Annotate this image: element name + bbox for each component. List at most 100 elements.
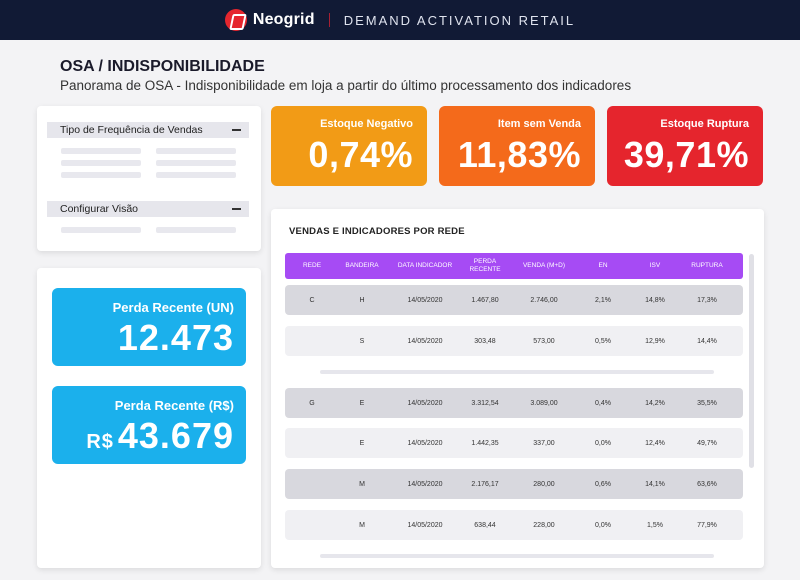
table-row[interactable]: S 14/05/2020 303,48 573,00 0,5% 12,9% 14… <box>285 326 743 356</box>
cell-venda: 573,00 <box>533 337 555 345</box>
cell-venda: 280,00 <box>533 480 555 488</box>
table-header: REDE BANDEIRA DATA INDICADOR PERDA RECEN… <box>285 253 743 279</box>
cell-isv: 14,2% <box>645 399 665 407</box>
cell-data: 14/05/2020 <box>407 399 443 407</box>
placeholder-line <box>156 148 236 154</box>
cell-bandeira: E <box>359 439 365 447</box>
brand-logo[interactable]: Neogrid <box>224 9 315 31</box>
placeholder-line <box>156 172 236 178</box>
app-title: DEMAND ACTIVATION RETAIL <box>343 12 576 28</box>
column-header[interactable]: VENDA (M+D) <box>522 262 566 269</box>
neogrid-logo-icon <box>224 9 247 31</box>
collapse-icon[interactable] <box>232 208 241 210</box>
perda-un-value: 12.473 <box>117 317 234 358</box>
cell-ruptura: 49,7% <box>697 439 717 447</box>
table-row[interactable]: C H 14/05/2020 1.467,80 2.746,00 2,1% 14… <box>285 285 743 315</box>
table-title: VENDAS E INDICADORES POR REDE <box>289 226 465 237</box>
kpi-value: 39,71% <box>623 134 749 175</box>
cell-ruptura: 63,6% <box>697 480 717 488</box>
placeholder-line <box>61 172 141 178</box>
cell-ruptura: 14,4% <box>697 337 717 345</box>
cell-en: 0,0% <box>595 439 611 447</box>
cell-bandeira: E <box>359 399 365 407</box>
cell-perda: 3.312,54 <box>471 399 499 407</box>
frequency-filter-label: Tipo de Frequência de Vendas <box>60 124 203 136</box>
cell-perda: 303,48 <box>474 337 496 345</box>
cell-en: 0,4% <box>595 399 611 407</box>
cell-rede <box>295 510 329 540</box>
currency-prefix: R$ <box>86 431 114 453</box>
table-row[interactable]: M 14/05/2020 638,44 228,00 0,0% 1,5% 77,… <box>285 510 743 540</box>
view-config-header[interactable]: Configurar Visão <box>47 201 249 217</box>
placeholder-line <box>61 227 141 233</box>
cell-ruptura: 17,3% <box>697 296 717 304</box>
table-row[interactable]: G E 14/05/2020 3.312,54 3.089,00 0,4% 14… <box>285 388 743 418</box>
cell-rede <box>295 469 329 499</box>
perda-rs-value: 43.679 <box>117 415 234 456</box>
cell-en: 0,6% <box>595 480 611 488</box>
cell-bandeira: M <box>359 521 365 529</box>
perda-rs-label: Perda Recente (R$) <box>114 398 234 413</box>
cell-venda: 3.089,00 <box>530 399 558 407</box>
placeholder-line <box>156 160 236 166</box>
column-header[interactable]: REDE <box>302 262 322 269</box>
column-header[interactable]: EN <box>598 262 608 269</box>
cell-bandeira: M <box>359 480 365 488</box>
cell-rede: C <box>309 296 315 304</box>
cell-bandeira: H <box>359 296 365 304</box>
column-header[interactable]: BANDEIRA <box>345 262 379 269</box>
cell-rede <box>295 326 329 356</box>
column-header[interactable]: ISV <box>649 262 661 269</box>
group-separator <box>320 370 714 374</box>
kpi-label: Estoque Ruptura <box>660 118 749 130</box>
cell-data: 14/05/2020 <box>407 296 443 304</box>
column-header[interactable]: PERDA RECENTE <box>469 258 501 273</box>
cell-bandeira: S <box>359 337 365 345</box>
placeholder-line <box>61 160 141 166</box>
perda-recente-rs-card: Perda Recente (R$) R$ 43.679 <box>52 386 246 464</box>
cell-isv: 1,5% <box>647 521 663 529</box>
cell-venda: 228,00 <box>533 521 555 529</box>
cell-data: 14/05/2020 <box>407 337 443 345</box>
cell-en: 2,1% <box>595 296 611 304</box>
kpi-value: 0,74% <box>308 134 413 175</box>
kpi-estoque-negativo: Estoque Negativo 0,74% <box>271 106 427 186</box>
table-row[interactable]: M 14/05/2020 2.176,17 280,00 0,6% 14,1% … <box>285 469 743 499</box>
filter-panel: Tipo de Frequência de Vendas Configurar … <box>37 106 261 251</box>
cell-rede: G <box>309 399 315 407</box>
cell-perda: 1.442,35 <box>471 439 499 447</box>
page-title: OSA / INDISPONIBILIDADE <box>60 58 265 75</box>
column-header[interactable]: DATA INDICADOR <box>397 262 453 269</box>
kpi-label: Item sem Venda <box>497 118 581 130</box>
top-bar: Neogrid DEMAND ACTIVATION RETAIL <box>0 0 800 40</box>
cell-data: 14/05/2020 <box>407 521 443 529</box>
page-subtitle: Panorama de OSA - Indisponibilidade em l… <box>60 78 632 93</box>
cell-venda: 2.746,00 <box>530 296 558 304</box>
cell-data: 14/05/2020 <box>407 480 443 488</box>
kpi-item-sem-venda: Item sem Venda 11,83% <box>439 106 595 186</box>
cell-isv: 12,4% <box>645 439 665 447</box>
perda-recente-un-card: Perda Recente (UN) 12.473 <box>52 288 246 366</box>
cell-venda: 337,00 <box>533 439 555 447</box>
collapse-icon[interactable] <box>232 129 241 131</box>
cell-isv: 14,8% <box>645 296 665 304</box>
cell-en: 0,5% <box>595 337 611 345</box>
cell-isv: 12,9% <box>645 337 665 345</box>
cell-data: 14/05/2020 <box>407 439 443 447</box>
table-row[interactable]: E 14/05/2020 1.442,35 337,00 0,0% 12,4% … <box>285 428 743 458</box>
kpi-label: Estoque Negativo <box>320 118 413 130</box>
cell-isv: 14,1% <box>645 480 665 488</box>
cell-ruptura: 35,5% <box>697 399 717 407</box>
cell-rede <box>295 428 329 458</box>
column-header[interactable]: RUPTURA <box>691 262 723 269</box>
kpi-value: 11,83% <box>457 134 581 175</box>
header-divider <box>328 13 330 27</box>
placeholder-line <box>156 227 236 233</box>
group-separator <box>320 554 714 558</box>
cell-perda: 2.176,17 <box>471 480 499 488</box>
frequency-filter-header[interactable]: Tipo de Frequência de Vendas <box>47 122 249 138</box>
view-config-label: Configurar Visão <box>60 203 139 215</box>
cell-perda: 638,44 <box>474 521 496 529</box>
brand-name: Neogrid <box>252 11 315 28</box>
table-scrollbar[interactable] <box>749 254 754 468</box>
